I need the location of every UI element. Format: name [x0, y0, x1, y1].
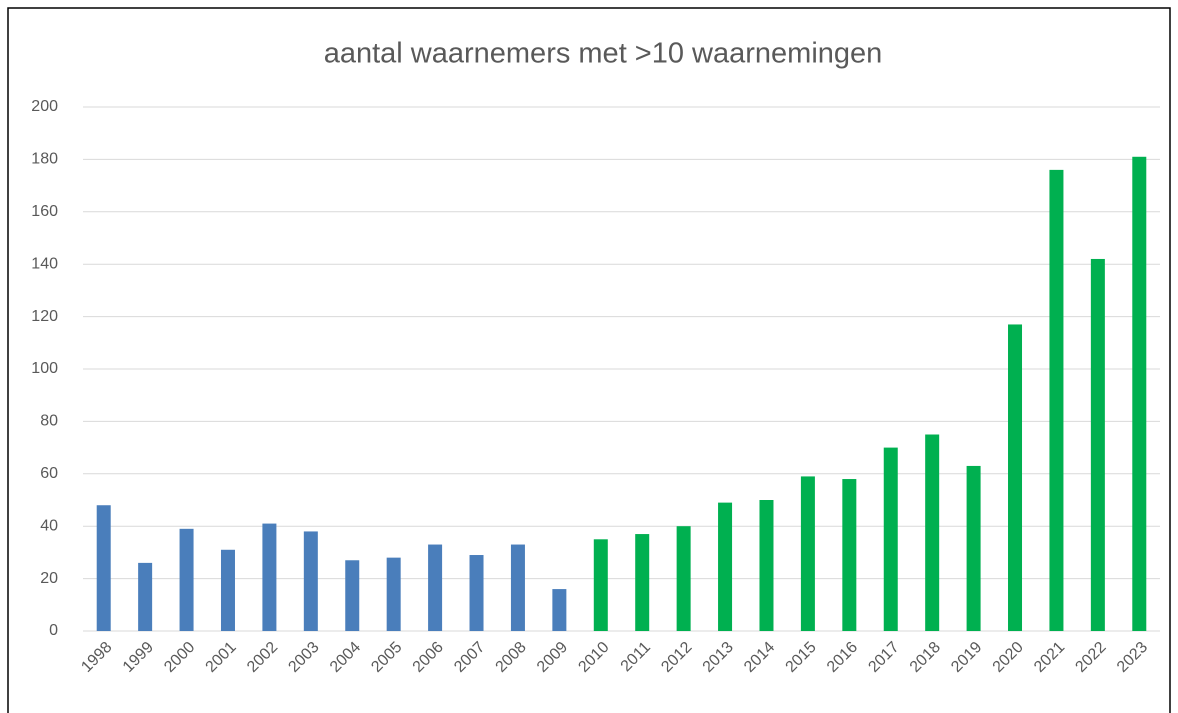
bar [345, 560, 360, 631]
bar [718, 502, 733, 631]
bar [179, 528, 194, 631]
bar [635, 534, 650, 631]
y-tick-label: 40 [40, 517, 58, 534]
bar [1008, 324, 1023, 631]
y-tick-label: 20 [40, 570, 58, 587]
bar [800, 476, 815, 631]
y-tick-label: 200 [31, 98, 58, 115]
y-tick-label: 140 [31, 255, 58, 272]
bar [925, 434, 940, 631]
y-tick-label: 180 [31, 151, 58, 168]
bar [966, 465, 981, 631]
bar [510, 544, 525, 631]
bar [1049, 169, 1064, 631]
y-tick-label: 80 [40, 413, 58, 430]
bar [1090, 258, 1105, 631]
y-tick-label: 60 [40, 465, 58, 482]
bar [842, 479, 857, 631]
bar [386, 557, 401, 631]
y-tick-label: 160 [31, 203, 58, 220]
bar [759, 500, 774, 631]
bar [96, 505, 111, 631]
bar [552, 589, 567, 631]
y-tick-label: 120 [31, 308, 58, 325]
bar [1132, 156, 1147, 631]
bar [262, 523, 277, 631]
bar [883, 447, 898, 631]
bar [469, 555, 484, 631]
bar [138, 562, 153, 631]
bar [593, 539, 608, 631]
chart-title: aantal waarnemers met >10 waarnemingen [324, 38, 883, 70]
bar [220, 549, 235, 631]
y-tick-label: 100 [31, 360, 58, 377]
bar [428, 544, 443, 631]
bar [676, 526, 691, 631]
bar [303, 531, 318, 631]
y-tick-label: 0 [49, 622, 58, 639]
